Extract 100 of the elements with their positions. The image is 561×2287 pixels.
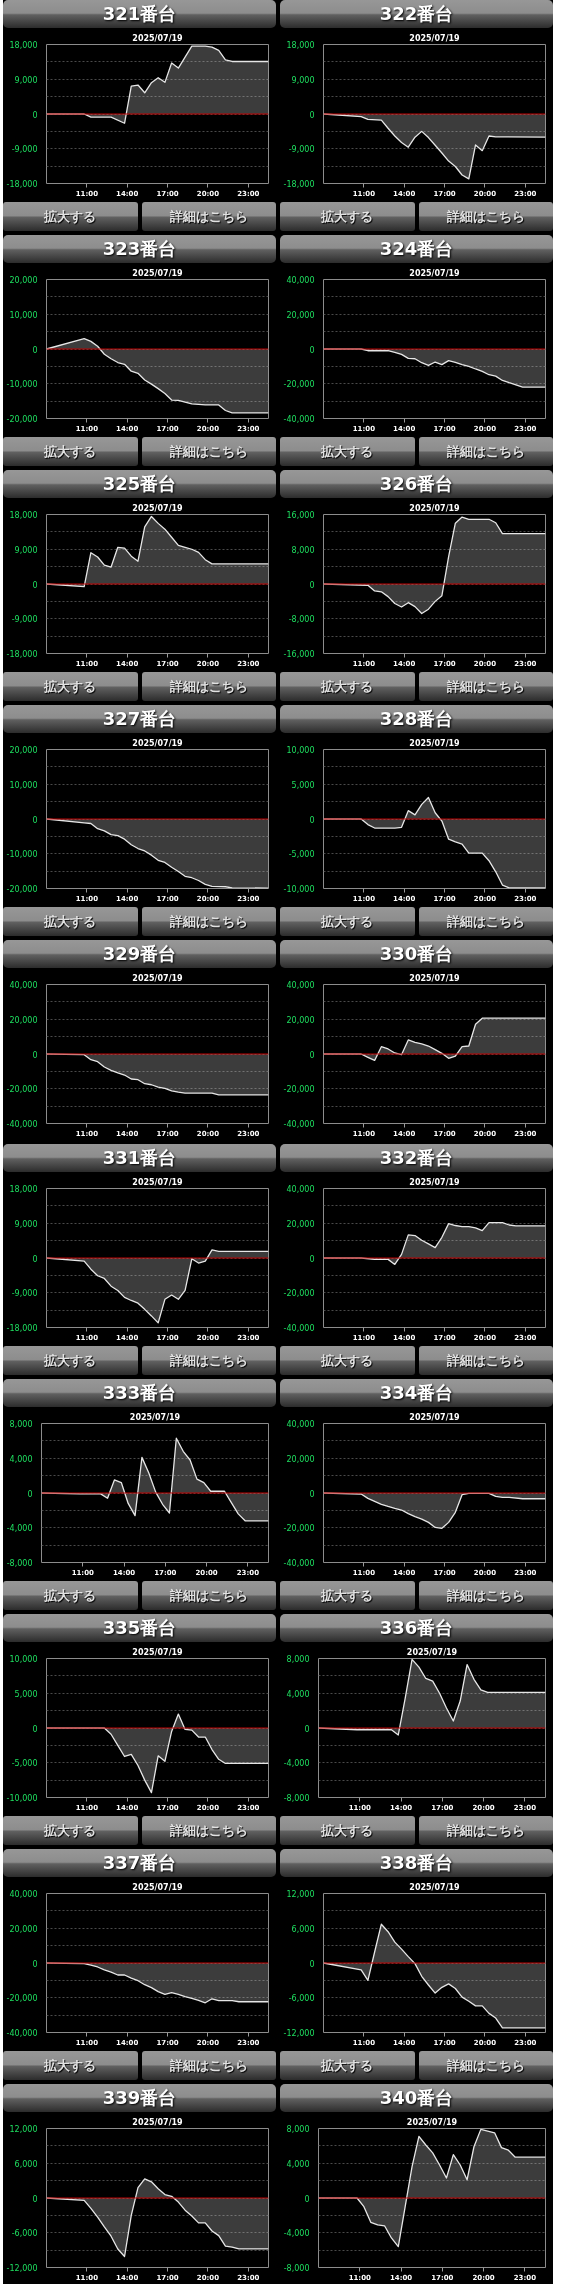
chart-title: 325番台 <box>3 470 276 498</box>
y-tick-label: 0 <box>309 1050 315 1060</box>
chart-title: 324番台 <box>280 235 553 263</box>
chart-subtitle: 2025/07/19 <box>409 974 461 983</box>
y-tick-label: -5,000 <box>288 850 315 860</box>
y-tick-label: -6,000 <box>11 2229 38 2239</box>
y-tick-label: -8,000 <box>6 1559 33 1568</box>
text: 拡大する <box>3 2051 138 2080</box>
chart-subtitle: 2025/07/19 <box>132 2118 184 2127</box>
chart-subtitle: 2025/07/19 <box>132 1883 184 1892</box>
y-tick-label: -12,000 <box>6 2264 38 2273</box>
chart-title: 338番台 <box>280 1849 553 1877</box>
text: 詳細はこちら <box>141 2051 276 2080</box>
text: 拡大する <box>280 907 415 936</box>
y-tick-label: 0 <box>309 815 315 825</box>
y-tick-label: 4,000 <box>286 2159 310 2169</box>
text: 詳細はこちら <box>418 1816 553 1845</box>
text: 拡大する <box>280 2051 415 2080</box>
chart-title: 340番台 <box>280 2084 553 2112</box>
y-tick-label: 40,000 <box>9 1890 38 1899</box>
y-tick-label: -8,000 <box>288 615 315 625</box>
text: 詳細はこちら <box>418 1346 553 1375</box>
y-tick-label: -40,000 <box>283 1559 315 1568</box>
y-tick-label: 8,000 <box>286 1655 310 1664</box>
y-tick-label: 12,000 <box>286 1890 315 1899</box>
y-tick-label: 40,000 <box>9 981 38 990</box>
text: 詳細はこちら <box>141 907 276 936</box>
y-tick-label: 20,000 <box>9 1015 38 1025</box>
y-tick-label: -10,000 <box>6 1794 38 1803</box>
chart-subtitle: 2025/07/19 <box>132 1178 184 1187</box>
y-tick-label: 20,000 <box>286 1219 315 1229</box>
chart-title: 327番台 <box>3 705 276 733</box>
chart-subtitle: 2025/07/19 <box>409 1178 461 1187</box>
text: 拡大する <box>280 1346 415 1375</box>
text: 詳細はこちら <box>141 1581 276 1610</box>
y-tick-label: -20,000 <box>6 885 38 894</box>
y-tick-label: 0 <box>304 1724 310 1734</box>
text: 拡大する <box>3 1816 138 1845</box>
chart-title: 335番台 <box>3 1614 276 1642</box>
y-tick-label: -40,000 <box>283 1120 315 1129</box>
y-tick-label: 0 <box>32 815 38 825</box>
y-tick-label: 40,000 <box>286 981 315 990</box>
y-tick-label: 20,000 <box>9 746 38 755</box>
text: 拡大する <box>3 672 138 701</box>
y-tick-label: 9,000 <box>14 545 38 555</box>
y-tick-label: 9,000 <box>14 1219 38 1229</box>
y-tick-label: 18,000 <box>9 511 38 520</box>
y-tick-label: 0 <box>309 110 315 120</box>
text: 拡大する <box>280 202 415 231</box>
y-tick-label: -16,000 <box>283 650 315 659</box>
y-tick-label: 20,000 <box>9 1924 38 1934</box>
y-tick-label: -20,000 <box>6 1994 38 2004</box>
y-tick-label: 0 <box>309 1959 315 1969</box>
y-tick-label: 8,000 <box>286 2125 310 2134</box>
text: 詳細はこちら <box>418 2051 553 2080</box>
chart-title: 323番台 <box>3 235 276 263</box>
y-tick-label: 0 <box>32 580 38 590</box>
y-tick-label: -18,000 <box>6 180 38 189</box>
chart-title: 339番台 <box>3 2084 276 2112</box>
y-tick-label: 0 <box>309 345 315 355</box>
y-tick-label: -20,000 <box>6 415 38 424</box>
y-tick-label: -8,000 <box>283 2264 310 2273</box>
y-tick-label: 0 <box>309 580 315 590</box>
y-tick-label: -20,000 <box>283 1524 315 1534</box>
chart-title: 329番台 <box>3 940 276 968</box>
chart-title: 328番台 <box>280 705 553 733</box>
y-tick-label: 4,000 <box>286 1689 310 1699</box>
y-tick-label: 9,000 <box>291 75 315 85</box>
chart-subtitle: 2025/07/19 <box>409 504 461 513</box>
y-tick-label: -20,000 <box>283 1085 315 1095</box>
chart-subtitle: 2025/07/19 <box>409 34 461 43</box>
y-tick-label: 0 <box>27 1489 33 1499</box>
y-tick-label: -20,000 <box>283 1289 315 1299</box>
text: 拡大する <box>280 672 415 701</box>
y-tick-label: 16,000 <box>286 511 315 520</box>
y-tick-label: 20,000 <box>9 276 38 285</box>
y-tick-label: -9,000 <box>288 145 315 155</box>
chart-title: 336番台 <box>280 1614 553 1642</box>
y-tick-label: 0 <box>32 1724 38 1734</box>
text: 拡大する <box>280 437 415 466</box>
y-tick-label: 0 <box>32 1254 38 1264</box>
y-tick-label: 10,000 <box>9 780 38 790</box>
chart-title: 333番台 <box>3 1379 276 1407</box>
text: 詳細はこちら <box>141 1346 276 1375</box>
y-tick-label: 0 <box>32 345 38 355</box>
y-tick-label: -18,000 <box>6 1324 38 1333</box>
chart-title: 321番台 <box>3 0 276 28</box>
y-tick-label: -18,000 <box>283 180 315 189</box>
chart-subtitle: 2025/07/19 <box>409 269 461 278</box>
y-tick-label: -9,000 <box>11 615 38 625</box>
chart-subtitle: 2025/07/19 <box>406 2118 458 2127</box>
text: 拡大する <box>3 907 138 936</box>
y-tick-label: 10,000 <box>9 310 38 320</box>
text: 拡大する <box>280 1816 415 1845</box>
y-tick-label: 0 <box>304 2194 310 2204</box>
text: 拡大する <box>3 1346 138 1375</box>
chart-title: 331番台 <box>3 1144 276 1172</box>
y-tick-label: 0 <box>309 1254 315 1264</box>
y-tick-label: -10,000 <box>6 850 38 860</box>
y-tick-label: -4,000 <box>283 2229 310 2239</box>
